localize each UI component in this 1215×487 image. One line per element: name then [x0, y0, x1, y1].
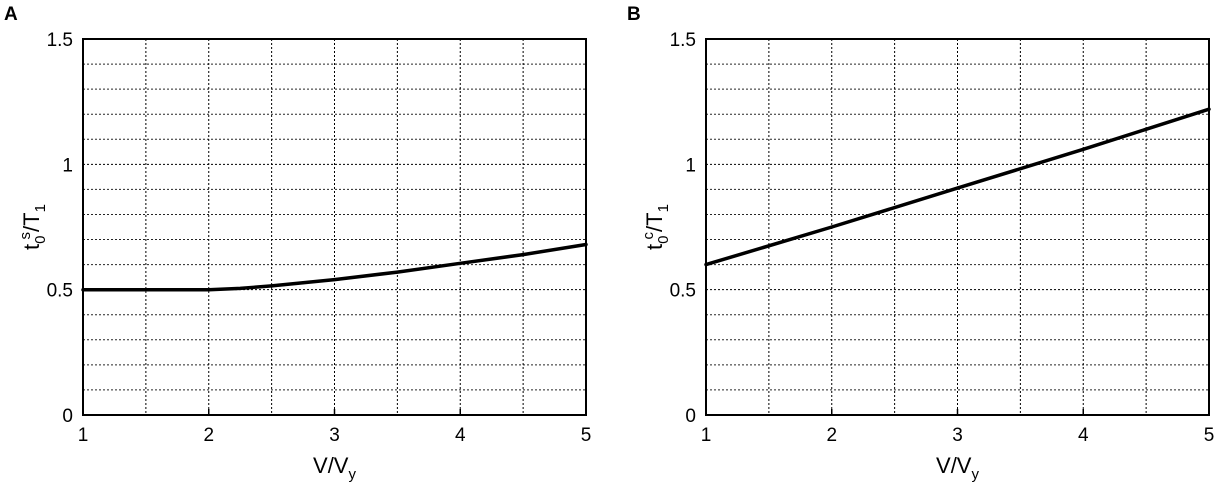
- x-axis-label: V/Vy: [936, 453, 979, 483]
- y-tick-label: 0.5: [47, 281, 73, 302]
- panel-label: B: [627, 4, 641, 25]
- x-tick-label: 1: [78, 425, 89, 446]
- x-tick-label: 4: [1078, 425, 1089, 446]
- chart-panel-a: A 1 2 3 4 5 0 0.5 1 1.5 V/Vy t0s/T1: [4, 4, 591, 483]
- y-tick-label: 1.5: [670, 30, 696, 51]
- x-tick-label: 5: [1204, 425, 1215, 446]
- x-tick-label: 2: [203, 425, 214, 446]
- y-tick-label: 1: [685, 155, 696, 176]
- series-line: [704, 107, 1211, 267]
- y-tick-label: 0: [685, 406, 696, 427]
- x-tick-label: 3: [952, 425, 963, 446]
- x-tick-label: 5: [581, 425, 592, 446]
- x-tick-label: 2: [826, 425, 837, 446]
- x-tick-label: 1: [701, 425, 712, 446]
- y-tick-label: 0.5: [670, 281, 696, 302]
- panel-label: A: [4, 4, 18, 25]
- series-line: [81, 242, 588, 292]
- y-axis-label: t0s/T1: [17, 204, 49, 250]
- y-tick-label: 0: [62, 406, 73, 427]
- x-axis-label: V/Vy: [313, 453, 356, 483]
- chart-panel-b: B 1 2 3 4 5 0 0.5 1 1.5 V/Vy t0c/T1: [627, 4, 1214, 483]
- y-tick-label: 1.5: [47, 30, 73, 51]
- x-tick-label: 3: [329, 425, 340, 446]
- y-axis-label: t0c/T1: [640, 204, 672, 250]
- y-tick-label: 1: [62, 155, 73, 176]
- x-tick-label: 4: [455, 425, 466, 446]
